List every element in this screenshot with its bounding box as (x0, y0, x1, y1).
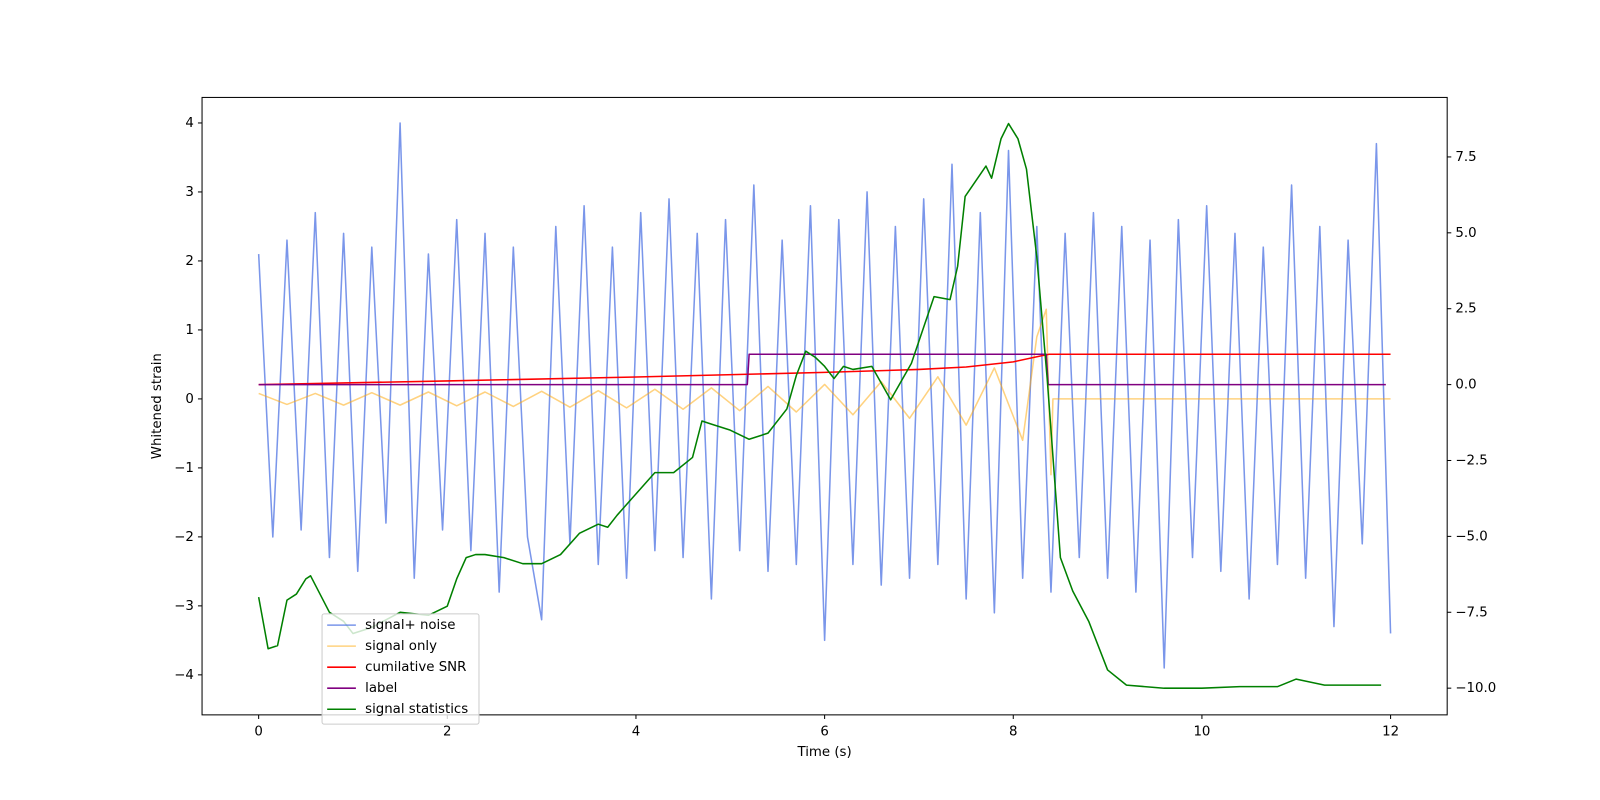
y2-tick-label: 7.5 (1455, 150, 1476, 165)
y2-tick-label: −7.5 (1455, 605, 1487, 620)
y-tick-label: 1 (185, 323, 193, 338)
x-tick-label: 10 (1193, 724, 1210, 739)
y-tick-label: −2 (174, 530, 194, 545)
y-tick-label: 3 (185, 185, 193, 200)
legend-label: label (365, 681, 397, 696)
x-tick-label: 8 (1009, 724, 1017, 739)
y2-tick-label: 5.0 (1455, 226, 1476, 241)
x-tick-label: 2 (443, 724, 451, 739)
y-tick-label: 2 (185, 254, 193, 269)
y2-tick-label: 2.5 (1455, 302, 1476, 317)
y2-tick-label: −10.0 (1455, 681, 1496, 696)
x-axis-label: Time (s) (797, 745, 852, 760)
legend-box (321, 613, 480, 725)
x-tick-label: 12 (1382, 724, 1399, 739)
y-tick-label: −4 (174, 668, 194, 683)
x-tick-label: 4 (632, 724, 640, 739)
series-line (258, 308, 1391, 476)
legend-label: signal+ noise (365, 618, 455, 633)
y2-tick-label: 0.0 (1455, 378, 1476, 393)
y-tick-label: 4 (185, 116, 193, 131)
series-line (257, 122, 1392, 669)
x-tick-label: 0 (254, 724, 262, 739)
legend-label: signal statistics (365, 702, 468, 717)
legend-label: cumilative SNR (365, 660, 466, 675)
y-tick-label: 0 (185, 392, 193, 407)
x-tick-label: 6 (820, 724, 828, 739)
y-tick-label: −3 (174, 599, 194, 614)
y-axis-label: Whitened strain (150, 353, 165, 459)
y2-tick-label: −5.0 (1455, 529, 1487, 544)
series-line (258, 353, 1386, 386)
legend-label: signal only (365, 639, 437, 654)
y2-tick-label: −2.5 (1455, 453, 1487, 468)
y-tick-label: −1 (174, 461, 194, 476)
